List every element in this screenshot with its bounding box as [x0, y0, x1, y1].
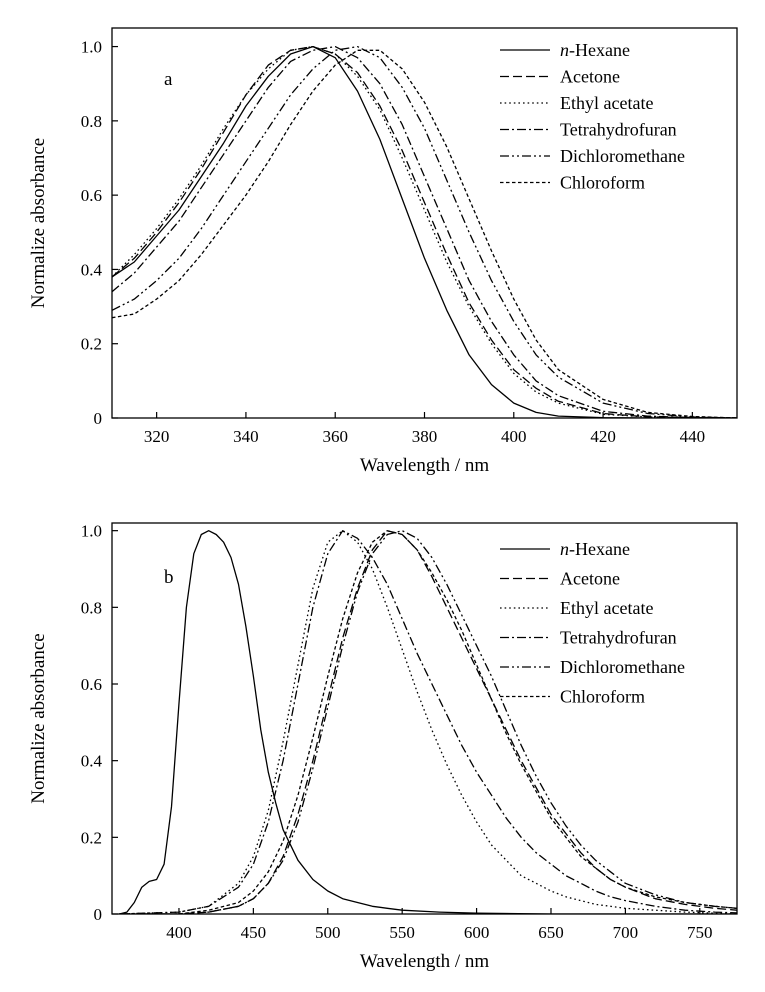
x-tick-label: 440: [680, 427, 706, 446]
series-line-chloroform: [112, 49, 737, 418]
x-tick-label: 400: [166, 923, 192, 942]
legend-label: Dichloromethane: [560, 657, 685, 677]
legend-label: Acetone: [560, 569, 620, 589]
series-line-n-hexane: [119, 530, 737, 914]
x-tick-label: 600: [464, 923, 490, 942]
y-tick-label: 0.2: [81, 335, 102, 354]
panel-a-chart: 320 340 360 380 400 420 440 0 0.2 0.4 0.6 0.8 1.0 Wav…: [28, 27, 738, 476]
legend-label-rest: -Hexane: [569, 40, 630, 60]
series-line-tetrahydrofuran: [119, 530, 737, 914]
y-tick-label: 0.8: [81, 112, 102, 131]
y-axis-label: Normalize absorbance: [28, 138, 49, 308]
series-line-n-hexane: [112, 45, 737, 418]
x-tick-label: 450: [241, 923, 267, 942]
legend-label-italic: n: [560, 539, 569, 559]
series-lines: [112, 45, 737, 418]
y-tick-label: 1.0: [81, 38, 102, 57]
legend-label: n-Hexane: [560, 539, 630, 559]
x-tick-label: 550: [389, 923, 415, 942]
y-axis-label: Normalize absorbance: [28, 633, 49, 803]
legend-label-rest: -Hexane: [569, 539, 630, 559]
legend-label: Ethyl acetate: [560, 93, 653, 113]
series-line-tetrahydrofuran: [112, 45, 737, 418]
y-tick-label: 0.4: [81, 752, 103, 771]
series-line-ethyl-acetate: [112, 45, 737, 418]
series-line-acetone: [112, 45, 737, 418]
series-lines: [119, 530, 737, 914]
y-tick-label: 1.0: [81, 522, 102, 541]
legend-label: Acetone: [560, 67, 620, 87]
x-tick-label: 650: [538, 923, 564, 942]
x-tick-label: 400: [501, 427, 527, 446]
legend-label: Tetrahydrofuran: [560, 120, 677, 140]
panel-b-chart: 400 450 500 550 600 650 700 750 0 0.2 0.4 0.6 0.8 1.0…: [28, 522, 738, 972]
plot-frame: [111, 27, 738, 419]
legend-label: Tetrahydrofuran: [560, 628, 677, 648]
legend-label: Chloroform: [560, 687, 645, 707]
y-tick-label: 0.8: [81, 598, 102, 617]
y-tick-label: 0: [94, 905, 103, 924]
x-axis-label: Wavelength / nm: [360, 951, 490, 972]
panel-label: b: [164, 567, 174, 588]
legend-label: Dichloromethane: [560, 146, 685, 166]
x-tick-label: 500: [315, 923, 341, 942]
series-line-chloroform: [119, 530, 737, 914]
series-line-dichloromethane: [119, 530, 737, 914]
x-tick-label: 340: [233, 427, 259, 446]
y-tick-label: 0: [94, 409, 103, 428]
legend-label-italic: n: [560, 40, 569, 60]
x-tick-label: 360: [322, 427, 348, 446]
plot-frame: [111, 522, 738, 915]
legend-label: Ethyl acetate: [560, 598, 653, 618]
y-tick-label: 0.6: [81, 675, 102, 694]
series-line-acetone: [119, 530, 737, 914]
panel-label: a: [164, 69, 173, 90]
legend-label: Chloroform: [560, 173, 645, 193]
x-tick-label: 380: [412, 427, 438, 446]
y-tick-label: 0.4: [81, 260, 103, 279]
y-tick-label: 0.6: [81, 186, 102, 205]
x-axis-label: Wavelength / nm: [360, 455, 490, 476]
series-line-dichloromethane: [112, 45, 737, 418]
x-tick-label: 750: [687, 923, 713, 942]
x-tick-label: 700: [613, 923, 639, 942]
legend-label: n-Hexane: [560, 40, 630, 60]
x-tick-label: 420: [590, 427, 616, 446]
series-line-ethyl-acetate: [119, 530, 737, 914]
x-tick-label: 320: [144, 427, 170, 446]
y-tick-label: 0.2: [81, 828, 102, 847]
